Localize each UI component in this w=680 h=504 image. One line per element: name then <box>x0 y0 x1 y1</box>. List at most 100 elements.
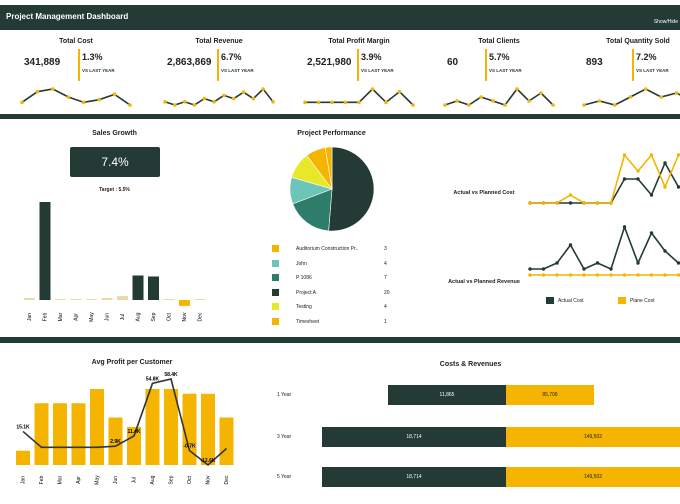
kpi-percent: 6.7% <box>221 52 242 62</box>
spark-point <box>97 97 101 102</box>
spark-point <box>163 100 167 104</box>
legend-label: Timesheet <box>296 318 320 325</box>
series-point <box>595 201 600 205</box>
spark-point <box>539 91 543 95</box>
series-point <box>676 185 680 189</box>
kpi-divider <box>485 49 487 81</box>
revenue-bar: 149,502 <box>506 427 680 447</box>
series-point <box>649 193 654 197</box>
kpi-divider <box>78 49 80 81</box>
sales-growth-bar <box>179 300 190 306</box>
spark-point <box>192 103 197 107</box>
series-point <box>568 243 573 247</box>
month-tick-label: Nov <box>182 312 188 321</box>
category-label: 5 Year <box>277 474 292 480</box>
series-point <box>555 273 559 277</box>
series-line <box>530 161 680 204</box>
spark-point <box>182 100 187 104</box>
pie-legend-item: Testing 4 <box>272 302 392 312</box>
spark-point <box>173 103 177 107</box>
spark-point <box>81 100 86 105</box>
kpi-title: Total Profit Margin <box>328 38 390 45</box>
series-point <box>555 201 559 205</box>
spark-point <box>51 87 55 91</box>
month-tick-label: Nov <box>205 475 211 484</box>
month-tick-label: Feb <box>42 312 48 321</box>
spark-point <box>467 103 471 107</box>
sales-growth-bar <box>70 299 82 300</box>
avg-profit-bar <box>71 403 86 465</box>
header-bar: Project Management Dashboard Show/Hide <box>0 5 680 30</box>
pie-legend-item: Auditorium Construction Pr.. 3 <box>272 244 392 254</box>
legend-count: 3 <box>384 246 387 252</box>
legend-plan-label: Plane Cost <box>630 298 655 304</box>
series-point <box>595 261 600 265</box>
legend-label: Testing <box>296 304 312 310</box>
series-point <box>595 273 600 277</box>
month-tick-label: May <box>94 475 100 485</box>
sales-growth-bar <box>101 298 113 300</box>
legend-count: 4 <box>384 260 387 267</box>
avg-profit-bar <box>34 403 49 465</box>
kpi-card: Total Quantity Sold 893 7.2% VS LAST YEAR <box>570 35 680 111</box>
avg-profit-bar <box>16 450 30 465</box>
actual-planned-chart <box>528 153 680 277</box>
kpi-title: Total Cost <box>59 38 93 45</box>
month-tick-label: Jan <box>27 313 33 321</box>
kpi-sparkline <box>20 87 132 107</box>
spark-point <box>551 103 555 107</box>
profit-data-label: 58.4K <box>164 372 178 378</box>
month-tick-label: Jul <box>120 314 126 320</box>
legend-label: Project A <box>296 289 317 296</box>
spark-point <box>222 93 226 98</box>
spark-point <box>343 100 348 105</box>
spark-line <box>21 88 131 106</box>
series-point <box>676 153 680 157</box>
avg-profit-bar <box>145 389 160 465</box>
sales-growth-title: Sales Growth <box>92 130 137 137</box>
spark-point <box>411 103 415 107</box>
avg-profit-bar <box>90 389 104 465</box>
sales-growth-bar <box>194 299 206 300</box>
kpi-sparkline <box>163 87 275 107</box>
month-tick-label: Sep <box>168 475 174 484</box>
legend-count: 20 <box>384 289 390 296</box>
show-hide-button[interactable]: Show/Hide <box>653 19 678 25</box>
series-line <box>530 224 680 271</box>
spark-point <box>66 95 71 99</box>
spark-point <box>251 96 256 101</box>
series-point <box>528 267 532 271</box>
month-tick-label: Sep <box>151 312 157 321</box>
spark-point <box>231 96 236 101</box>
series-point <box>636 261 640 265</box>
spark-point <box>491 99 495 103</box>
spark-point <box>527 99 531 103</box>
category-label: 3 Year <box>277 434 292 440</box>
kpi-sparkline <box>582 87 680 107</box>
costs-revenues-title: Costs & Revenues <box>439 361 502 368</box>
spark-point <box>316 100 321 105</box>
avg-profit-bar <box>201 393 215 465</box>
sales-growth-target: Target : 5.5% <box>99 187 130 193</box>
profit-data-label: 54.8K <box>146 376 160 382</box>
month-tick-label: Jun <box>104 313 110 321</box>
legend-swatch <box>272 259 279 267</box>
legend-swatch <box>272 274 279 281</box>
month-tick-label: Apr <box>76 476 82 484</box>
spark-point <box>628 95 633 99</box>
kpi-percent: 1.3% <box>82 52 103 62</box>
spark-point <box>515 87 519 91</box>
month-tick-label: Feb <box>39 475 45 484</box>
kpi-percent: 5.7% <box>489 52 510 62</box>
kpi-title: Total Quantity Sold <box>606 38 670 45</box>
cost-bar: 18,714 <box>322 427 506 447</box>
series-point <box>528 273 532 277</box>
legend-actual-swatch <box>546 297 554 304</box>
series-point <box>676 273 680 277</box>
series-point <box>528 201 532 205</box>
spark-point <box>20 100 24 105</box>
profit-data-label: 15.1K <box>16 424 30 430</box>
spark-point <box>674 91 679 95</box>
cost-bar: 18,714 <box>322 467 506 487</box>
legend-count: 1 <box>384 318 387 325</box>
